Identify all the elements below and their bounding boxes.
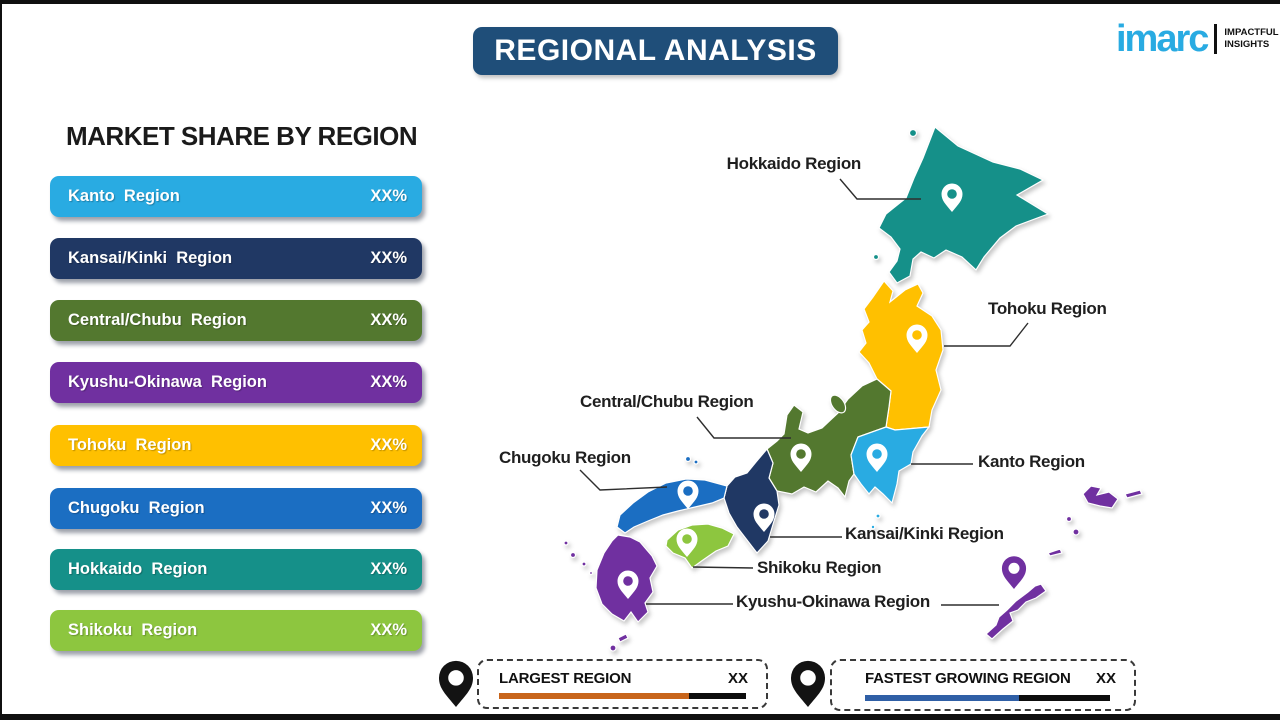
legend-bar-rest [1019,695,1110,701]
share-bar-kansai: Kansai/Kinki Region XX% [50,238,422,279]
region-kanto-shape [850,426,931,505]
region-hokkaido-shape [878,126,1050,284]
leader-chugoku [579,469,668,491]
share-bar-shikoku: Shikoku Region XX% [50,610,422,651]
share-bar-tohoku: Tohoku Region XX% [50,425,422,466]
share-bar-value: XX% [370,436,407,454]
island-goto-3 [581,561,587,567]
map-label-central-chubu: Central/Chubu Region [580,392,754,411]
imarc-logo: imarc IMPACTFUL INSIGHTS [1116,18,1279,60]
island-amami [1082,485,1119,509]
leader-tohoku [944,322,1029,347]
legend-largest-region: LARGEST REGION XX [477,659,768,709]
map-label-hokkaido: Hokkaido Region [726,154,862,173]
legend-value: XX [1095,670,1116,687]
pin-tohoku [906,324,928,353]
pin-kansai [753,503,775,532]
leader-shikoku [692,566,754,569]
share-bar-label: Hokkaido Region [68,560,208,578]
island-tokunoshima [1065,515,1073,523]
region-shikoku-shape [665,523,735,569]
legend-bar-rest [689,693,746,699]
legend-bar [865,695,1110,701]
share-bar-kanto: Kanto Region XX% [50,176,422,217]
pin-okinawa [1001,556,1027,589]
island-okushiri [872,253,880,261]
share-bar-label: Kanto Region [68,187,180,205]
share-bar-hokkaido: Hokkaido Region XX% [50,549,422,590]
legend-label: FASTEST GROWING REGION [865,670,1071,687]
pin-kanto [866,443,888,472]
share-bar-value: XX% [370,373,407,391]
island-goto [563,540,569,546]
region-chugoku-shape [616,478,728,534]
pin-central-chubu [790,443,812,472]
logo-divider [1214,24,1218,55]
map-label-kyushu-okinawa: Kyushu-Okinawa Region [736,592,930,611]
island-oki-2 [693,459,699,465]
frame-bottom [0,714,1280,720]
share-bar-label: Chugoku Region [68,499,205,517]
island-yakushima [609,644,617,652]
market-share-heading: MARKET SHARE BY REGION [66,121,418,151]
share-bar-label: Kansai/Kinki Region [68,249,233,267]
pin-kyushu [617,570,639,599]
legend-fastest-growing-region: FASTEST GROWING REGION XX [830,659,1136,711]
page-title: REGIONAL ANALYSIS [494,34,817,67]
pin-shikoku [676,528,698,557]
share-bar-value: XX% [370,249,407,267]
island-okinawa-main [985,583,1047,640]
share-bar-label: Shikoku Region [68,621,198,639]
share-bar-value: XX% [370,311,407,329]
map-pins [438,183,1027,707]
map-label-kansai: Kansai/Kinki Region [845,524,1004,543]
island-amami-dash [1124,489,1143,499]
share-bar-label: Kyushu-Okinawa Region [68,373,267,391]
island-yoron-dash [1047,548,1063,557]
share-bar-label: Central/Chubu Region [68,311,247,329]
legend-bar [499,693,746,699]
pin-chugoku [677,480,699,509]
legend-bar-fill [865,695,1020,701]
legend-value: XX [727,670,748,687]
island-goto-2 [569,551,577,559]
share-bar-value: XX% [370,187,407,205]
share-bar-kyushu-okinawa: Kyushu-Okinawa Region XX% [50,362,422,403]
page-title-box: REGIONAL ANALYSIS [473,27,838,75]
island-izu-2 [870,524,876,530]
island-okinoerabu [1072,528,1080,536]
share-bar-value: XX% [370,560,407,578]
imarc-logo-wordmark: imarc [1116,18,1209,60]
leader-hokkaido [839,178,921,200]
share-bar-label: Tohoku Region [68,436,192,454]
legend-label: LARGEST REGION [499,670,632,687]
logo-tagline: IMPACTFUL INSIGHTS [1224,27,1279,51]
share-bar-value: XX% [370,621,407,639]
share-bar-value: XX% [370,499,407,517]
island-goto-4 [588,570,594,576]
island-tanegashima [617,633,629,643]
leader-central-chubu [696,416,791,439]
frame-left [0,0,2,720]
pin-legend-largest [438,660,474,707]
map-label-kanto: Kanto Region [978,452,1085,471]
island-oki [684,455,692,463]
island-rishiri [908,128,918,138]
island-sado [829,394,847,414]
island-izu [875,513,881,519]
map-label-chugoku: Chugoku Region [499,448,631,467]
share-bar-chugoku: Chugoku Region XX% [50,488,422,529]
map-label-tohoku: Tohoku Region [988,299,1107,318]
legend-bar-fill [499,693,690,699]
pin-legend-fastest [790,660,826,707]
map-label-shikoku: Shikoku Region [757,558,882,577]
frame-top [0,0,1280,4]
label-leader-lines [579,178,1029,606]
share-bar-central-chubu: Central/Chubu Region XX% [50,300,422,341]
pin-hokkaido [941,183,963,212]
